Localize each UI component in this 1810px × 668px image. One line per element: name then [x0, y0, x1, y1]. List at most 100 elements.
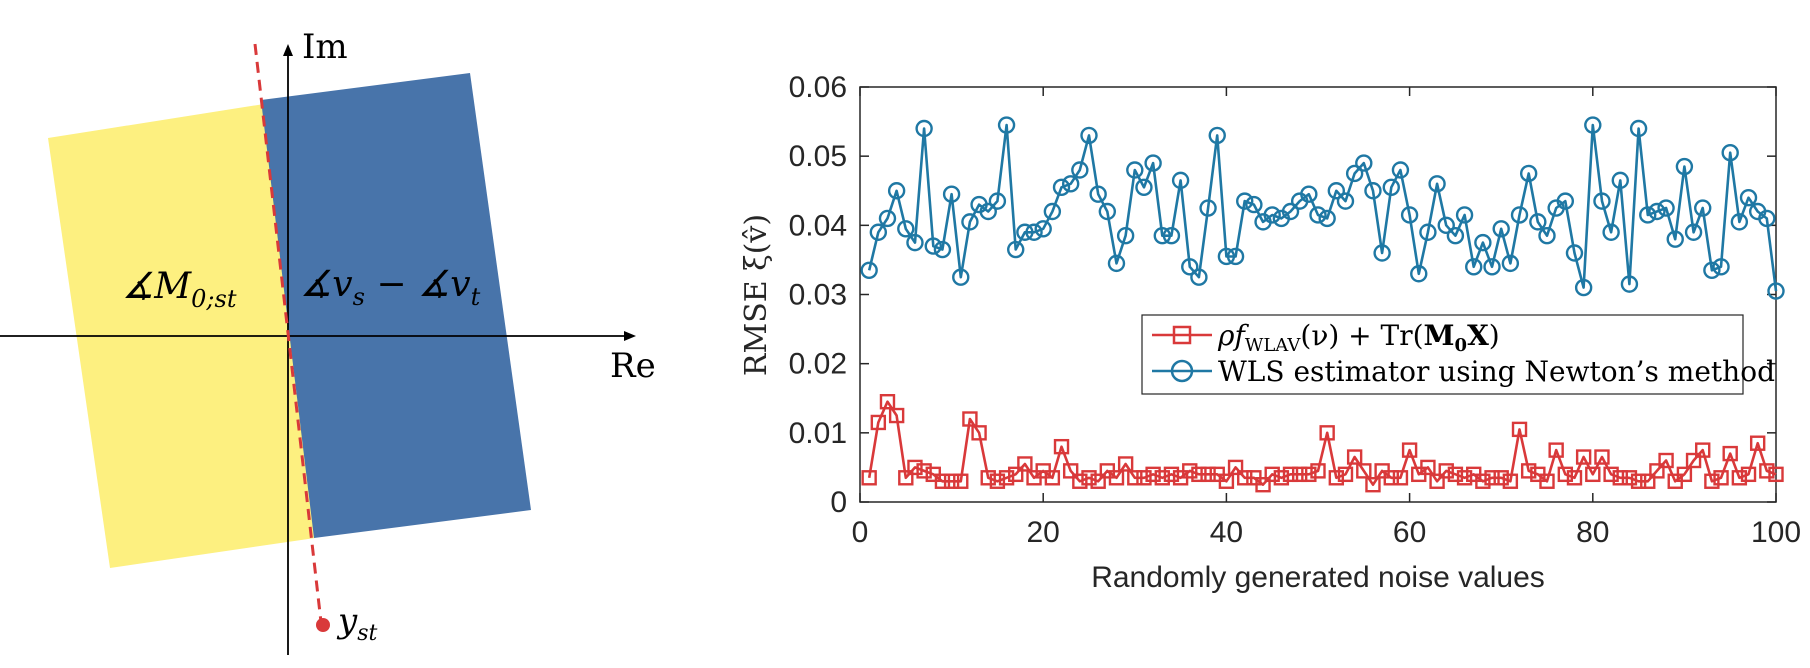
data-point-square [1640, 473, 1656, 489]
data-point-square [1539, 473, 1555, 489]
y-axis: 0 0.01 0.02 0.03 0.04 0.05 0.06 [789, 71, 1776, 519]
data-point-circle [1519, 164, 1538, 183]
data-point-square [1145, 466, 1161, 483]
plot-area [859, 86, 1777, 503]
y-tick-label: 0 [830, 486, 847, 519]
data-point-square [934, 473, 951, 489]
data-point-square [1447, 466, 1464, 483]
data-point-circle [1089, 185, 1107, 203]
x-tick-label: 0 [852, 516, 869, 549]
data-point-square [1127, 470, 1143, 486]
data-point-circle [1437, 216, 1455, 235]
data-point-square [1713, 470, 1729, 486]
data-point-circle [1300, 185, 1318, 203]
data-point-circle [1474, 233, 1492, 252]
data-point-square [1154, 470, 1170, 486]
data-point-circle [1327, 182, 1346, 200]
legend-box [1141, 314, 1744, 395]
y-tick-label: 0.03 [789, 279, 847, 312]
data-point-circle [1767, 282, 1785, 300]
data-point-circle [1694, 199, 1712, 217]
real-axis-label: Re [610, 346, 656, 386]
data-point-circle [1043, 202, 1062, 221]
data-point-square [980, 470, 996, 486]
data-point-circle [988, 192, 1007, 210]
data-point-circle [1052, 178, 1071, 196]
y-tick-label: 0.01 [789, 417, 847, 450]
data-point-circle [1025, 223, 1043, 241]
right-region-blue [261, 73, 531, 538]
dashed-line [253, 43, 323, 623]
rmse-chart: 0 0.01 0.02 0.03 0.04 0.05 0.06 0 20 40 60 80 100 R… [739, 71, 1801, 594]
y-tick-label: 0.04 [789, 209, 847, 242]
data-point-square [1704, 473, 1720, 489]
data-point-circle [1162, 227, 1181, 245]
data-point-circle [897, 220, 915, 238]
data-point-square [1484, 470, 1500, 486]
data-point-circle [1712, 258, 1730, 276]
data-point-circle [1703, 261, 1721, 279]
data-point-circle [1236, 192, 1254, 210]
data-point-square [1310, 463, 1326, 479]
data-point-square [1365, 477, 1381, 493]
data-point-square [1456, 470, 1473, 486]
data-point-circle [1419, 223, 1437, 241]
data-point-square [1438, 463, 1454, 479]
data-point-circle [1639, 206, 1657, 224]
data-point-circle [1226, 247, 1245, 266]
data-point-square [1356, 463, 1372, 479]
data-point-circle [1336, 192, 1355, 210]
data-point-circle [1565, 244, 1584, 262]
measurement-point [316, 618, 330, 632]
data-point-circle [979, 202, 997, 221]
data-point-circle [1684, 223, 1703, 241]
data-point-circle [924, 237, 942, 255]
data-point-circle [1611, 171, 1629, 190]
data-point-circle [1116, 227, 1135, 245]
data-point-square [1475, 473, 1491, 489]
series-layer [860, 116, 1785, 493]
x-axis: 0 20 40 60 80 100 [852, 87, 1801, 549]
data-point-circle [1410, 265, 1428, 283]
complex-plane-diagram: Im Re ∡M0;st ∡vs − ∡vt yst [0, 27, 656, 655]
data-point-circle [1309, 206, 1327, 224]
data-point-circle [1171, 171, 1190, 190]
data-point-circle [961, 213, 979, 231]
data-point-circle [997, 116, 1016, 134]
data-point-circle [1465, 258, 1483, 276]
data-point-circle [860, 261, 878, 279]
data-point-circle [1355, 154, 1373, 172]
legend-marker-circle [1170, 359, 1194, 383]
data-point-square [1392, 470, 1409, 486]
series-relaxation [861, 394, 1784, 493]
data-point-square [1200, 466, 1216, 483]
legend-entry-relaxation: ρfWLAV(ν) + Tr(M0X) [1152, 319, 1500, 356]
data-point-circle [1620, 275, 1639, 293]
data-point-circle [1602, 223, 1620, 241]
x-tick-label: 20 [1027, 516, 1060, 549]
data-point-square [1511, 421, 1528, 438]
series-wls [860, 116, 1785, 300]
data-point-square [1749, 435, 1766, 451]
data-point-square [1346, 449, 1363, 465]
data-point-circle [1739, 188, 1758, 207]
data-point-circle [1483, 258, 1501, 276]
data-point-square [1218, 473, 1235, 489]
data-point-circle [1208, 126, 1226, 145]
point-label: yst [336, 601, 378, 646]
data-point-square [1136, 470, 1152, 486]
series-line [867, 400, 1777, 487]
data-point-circle [1455, 206, 1474, 224]
data-point-square [1603, 466, 1619, 483]
data-point-circle [1721, 144, 1739, 162]
data-point-square [953, 473, 969, 489]
data-point-square [1301, 466, 1317, 483]
data-point-circle [869, 223, 888, 241]
y-tick-label: 0.05 [789, 140, 847, 173]
data-point-circle [1217, 247, 1236, 266]
legend-label-wls: WLS estimator using Newton’s method [1218, 355, 1775, 388]
data-point-circle [1373, 244, 1391, 262]
data-point-square [1163, 466, 1180, 483]
data-point-circle [1666, 230, 1684, 248]
